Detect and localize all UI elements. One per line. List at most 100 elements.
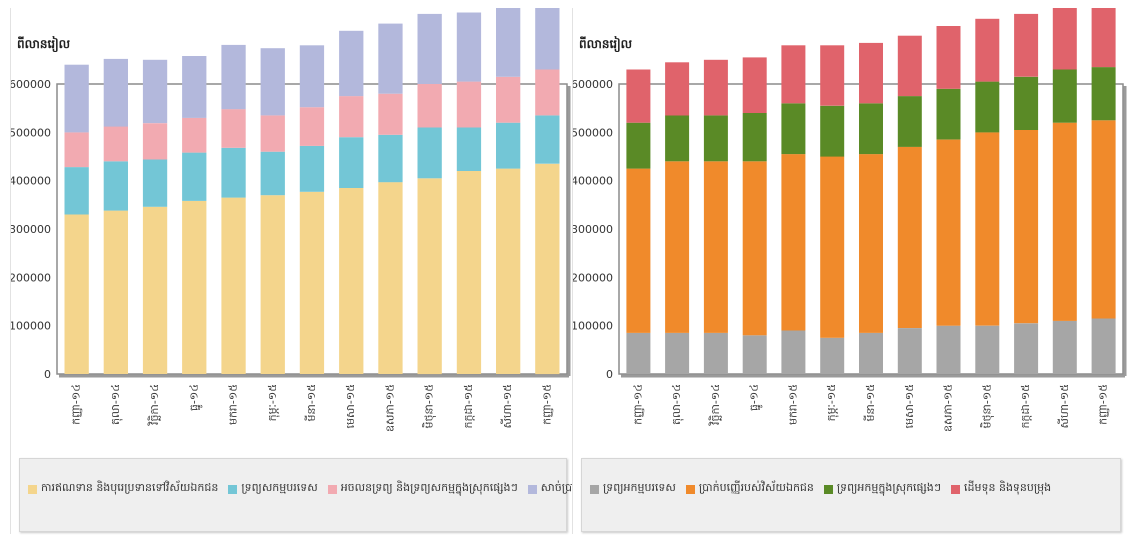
bar-segment [1091,67,1116,121]
bar-segment [260,195,285,374]
x-tick-label: មិថុនា-១៥ [422,384,437,429]
bar-segment [820,337,845,375]
chart-panel-assets: ពីលានរៀល 0 100000 200000 300000 400000 500000… [10,8,704,534]
bar-segment [742,113,767,162]
bar-segment [859,103,883,155]
y-tick-label: 100000 [11,320,51,333]
bar-segment [859,42,883,104]
legend-swatch [590,484,599,494]
stacked-bar-chart-liabilities: 0 100000 200000 300000 400000 500000 600000 កញ្… [573,8,1127,432]
bar-segment [1052,8,1077,70]
bar-segment [496,122,521,169]
bar-segment [456,127,482,171]
bar-segment [103,58,128,127]
bar-segment [781,330,806,374]
x-tick-label: មិថុនា-១៥ [979,384,994,429]
bar-segment [1091,120,1116,319]
bar-segment [781,154,806,331]
bar-segment [897,146,922,328]
bar-segment [496,8,521,77]
x-tick-label: ធ្នូ-១៤ [748,384,763,411]
bar-segment [897,96,922,147]
legend: ទ្រព្យអកម្មបរទេស ប្រាក់បញ្ញើរបស់វិស័យឯកជន… [581,458,1121,532]
bar-segment [1091,318,1116,374]
bar-segment [64,214,89,374]
bar-segment [260,115,285,152]
bar-segment [417,13,442,84]
bar-segment [1091,8,1116,68]
legend-label: ទ្រព្យសកម្មបរទេស [241,481,318,494]
bar-segment [103,161,128,211]
legend-item: ទ្រព្យអកម្មក្នុងស្រុកផ្សេងៗ [823,481,942,497]
legend-item: ដើមទុន និងទុនបម្រុង [951,481,1051,497]
x-tick-label: សីហា-១៥ [500,384,514,429]
bar-segment [820,156,845,338]
x-tick-label: វិច្ឆិកា-១៤ [708,384,722,427]
bar-segment [626,122,651,169]
bar-segment [535,69,560,116]
x-tick-label: ធ្នូ-១៤ [187,384,202,411]
bar-segment [1014,129,1039,324]
x-tick-label: តុលា-១៤ [109,384,123,425]
y-tick-label: 100000 [573,320,613,333]
bar-segment [859,154,883,333]
y-tick-label: 400000 [573,175,613,188]
x-tick-label: វិច្ឆិកា-១៤ [147,384,161,427]
legend-label: ប្រាក់បញ្ញើរបស់វិស័យឯកជន [698,481,814,494]
x-tick-label: មីនា-១៥ [863,384,877,422]
bar-segment [1014,323,1039,375]
y-tick-label: 300000 [573,223,613,236]
y-tick-label: 600000 [11,78,51,91]
bar-segment [626,69,651,123]
x-tick-label: កុម្ភៈ-១៥ [825,384,839,421]
legend-item: ប្រាក់បញ្ញើរបស់វិស័យឯកជន [685,481,814,497]
x-tick-label: មេសា-១៥ [344,384,357,429]
legend-item: អចលនទ្រព្យ និងទ្រព្យសកម្មក្នុងស្រុកផ្សេង… [327,481,518,497]
bar-segment [221,147,246,198]
legend-swatch [327,484,337,494]
bar-segment [142,123,168,160]
y-tick-label: 0 [44,368,51,381]
bar-segment [665,161,690,333]
bar-segment [626,332,651,374]
legend-label: ទ្រព្យអកម្មក្នុងស្រុកផ្សេងៗ [836,481,942,494]
bar-segment [142,159,168,207]
x-tick-label: កក្កដា-១៥ [1019,384,1032,429]
legend-item: ទ្រព្យសកម្មបរទេស [228,481,318,497]
legend-label: ការឥណទាន និងបុរេប្រទានទៅវិស័យឯកជន [41,481,219,494]
bar-segment [496,76,521,123]
bar-segment [221,109,246,148]
bar-segment [378,23,403,94]
bar-segment [299,145,325,192]
bar-segment [299,107,325,146]
bar-segment [496,168,521,374]
bar-segment [456,81,482,128]
y-unit-label: ពីលានរៀល [17,37,71,51]
bar-segment [378,182,403,374]
bar-segment [142,59,168,124]
bar-segment [260,151,285,196]
y-tick-label: 0 [606,368,613,381]
bar-segment [742,57,767,113]
x-tick-label: សីហា-១៥ [1057,384,1071,429]
bar-segment [665,62,690,116]
bar-segment [820,45,845,106]
bar-segment [182,56,207,118]
bar-segment [975,132,1000,326]
bar-segment [378,134,403,183]
bar-segment [417,84,442,128]
bar-segment [781,45,806,104]
bar-segment [103,210,128,374]
x-tick-label: មករា-១៥ [227,384,240,425]
x-tick-label: កក្កដា-១៥ [462,384,475,429]
bar-segment [1014,76,1039,130]
bar-segment [703,332,728,374]
x-tick-label: កញ្ញា-១៥ [1097,384,1110,425]
bar-segment [221,44,246,110]
bar-segment [1014,13,1039,77]
bar-segment [221,197,246,374]
bar-segment [975,325,1000,374]
x-tick-label: មករា-១៥ [786,384,799,425]
bar-segment [742,335,767,374]
bar-segment [339,96,364,138]
